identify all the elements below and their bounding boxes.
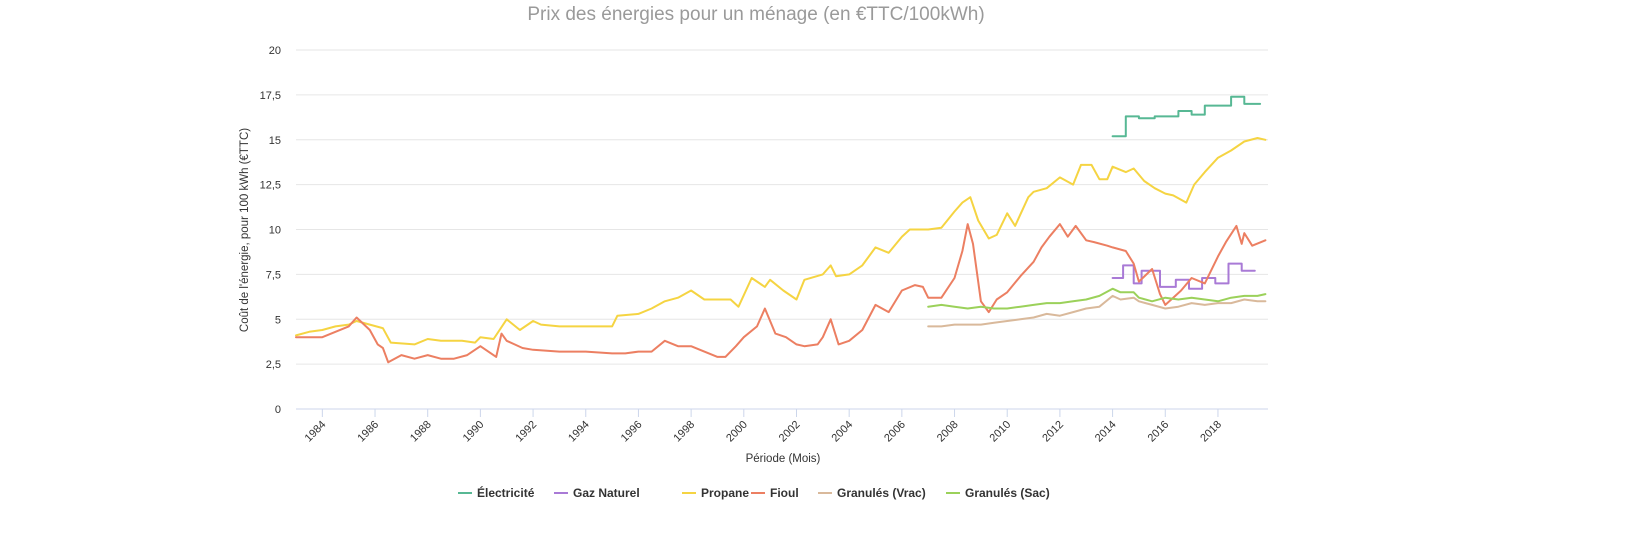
legend-label: Granulés (Vrac) bbox=[837, 486, 926, 500]
legend-label: Électricité bbox=[477, 485, 535, 500]
x-tick-label: 2006 bbox=[882, 419, 908, 445]
y-tick-label: 7,5 bbox=[266, 269, 281, 281]
legend-label: Propane bbox=[701, 486, 749, 500]
series-line-granules-vrac bbox=[927, 294, 1267, 328]
x-tick-label: 1984 bbox=[303, 419, 329, 445]
y-tick-label: 12,5 bbox=[260, 180, 281, 192]
y-tick-label: 17,5 bbox=[260, 90, 281, 102]
series-line-electricite bbox=[1111, 95, 1262, 138]
series-line-fioul bbox=[295, 223, 1267, 364]
x-tick-label: 2004 bbox=[829, 419, 855, 445]
legend-label: Granulés (Sac) bbox=[965, 486, 1050, 500]
x-tick-label: 2016 bbox=[1146, 419, 1172, 445]
series-lines bbox=[295, 95, 1267, 364]
x-axis-ticks: 1984 1986 1988 1990 1992 1994 1996 1998 2000 2002… bbox=[296, 408, 1268, 445]
series-line-granules-sac bbox=[927, 287, 1267, 310]
x-tick-label: 1990 bbox=[461, 419, 487, 445]
legend-label: Fioul bbox=[770, 486, 799, 500]
y-axis-ticks: 0 2,5 5 7,5 10 12,5 15 17,5 20 bbox=[260, 45, 281, 416]
legend-item-granules-vrac[interactable]: Granulés (Vrac) bbox=[818, 486, 926, 500]
y-tick-label: 20 bbox=[269, 45, 281, 57]
y-tick-label: 10 bbox=[269, 225, 281, 237]
legend-item-propane[interactable]: Propane bbox=[682, 486, 749, 500]
chart-title: Prix des énergies pour un ménage (en €TT… bbox=[527, 4, 984, 25]
x-tick-label: 1988 bbox=[408, 419, 434, 445]
y-tick-label: 0 bbox=[275, 404, 281, 416]
x-tick-label: 1992 bbox=[513, 419, 539, 445]
x-axis-title: Période (Mois) bbox=[746, 453, 821, 465]
y-axis-title: Coût de l'énergie, pour 100 kWh (€TTC) bbox=[239, 128, 251, 332]
x-tick-label: 2000 bbox=[724, 419, 750, 445]
gridlines bbox=[296, 49, 1268, 410]
legend-label: Gaz Naturel bbox=[573, 486, 640, 500]
x-tick-label: 2002 bbox=[777, 419, 803, 445]
y-tick-label: 5 bbox=[275, 314, 281, 326]
series-line-gaz-naturel bbox=[1111, 262, 1256, 290]
legend-item-electricite[interactable]: Électricité bbox=[458, 485, 535, 500]
x-tick-label: 2014 bbox=[1093, 419, 1119, 445]
x-tick-label: 1998 bbox=[671, 419, 697, 445]
x-tick-label: 1996 bbox=[619, 419, 645, 445]
x-tick-label: 1986 bbox=[355, 419, 381, 445]
y-tick-label: 2,5 bbox=[266, 359, 281, 371]
series-line-propane bbox=[295, 137, 1267, 346]
x-tick-label: 2010 bbox=[988, 419, 1014, 445]
x-tick-label: 2008 bbox=[935, 419, 961, 445]
y-tick-label: 15 bbox=[269, 135, 281, 147]
x-tick-label: 1994 bbox=[566, 419, 592, 445]
legend-item-fioul[interactable]: Fioul bbox=[751, 486, 799, 500]
legend-item-granules-sac[interactable]: Granulés (Sac) bbox=[946, 486, 1050, 500]
legend: Électricité Gaz Naturel Propane Fioul Granul… bbox=[458, 485, 1050, 500]
x-tick-label: 2018 bbox=[1198, 419, 1224, 445]
x-tick-label: 2012 bbox=[1040, 419, 1066, 445]
legend-item-gaz-naturel[interactable]: Gaz Naturel bbox=[554, 486, 640, 500]
